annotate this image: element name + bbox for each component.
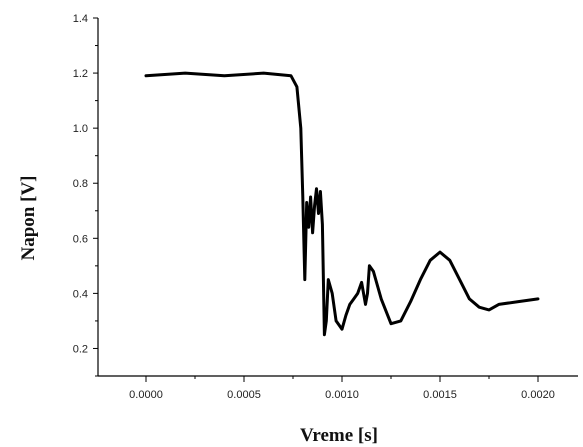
y-tick-label: 0.4 (73, 288, 88, 300)
plot-area: 0.2 0.4 0.6 0.8 1.0 1.2 1.4 0.0000 0.0005 0.0010 0… (73, 13, 578, 401)
x-tick-label: 0.0020 (521, 389, 555, 401)
y-tick-label: 0.2 (73, 343, 88, 355)
y-tick-label: 1.2 (73, 68, 88, 80)
y-axis-title: Napon [V] (18, 176, 39, 261)
y-tick-label: 0.6 (73, 233, 88, 245)
series-line (144, 71, 540, 337)
y-tick-label: 1.4 (73, 13, 88, 25)
x-tick-label: 0.0000 (129, 389, 163, 401)
y-tick-label: 0.8 (73, 178, 88, 190)
x-axis-title: Vreme [s] (300, 425, 378, 446)
x-tick-label: 0.0015 (423, 389, 457, 401)
y-tick-label: 1.0 (73, 123, 88, 135)
x-tick-label: 0.0010 (325, 389, 359, 401)
x-tick-label: 0.0005 (227, 389, 261, 401)
